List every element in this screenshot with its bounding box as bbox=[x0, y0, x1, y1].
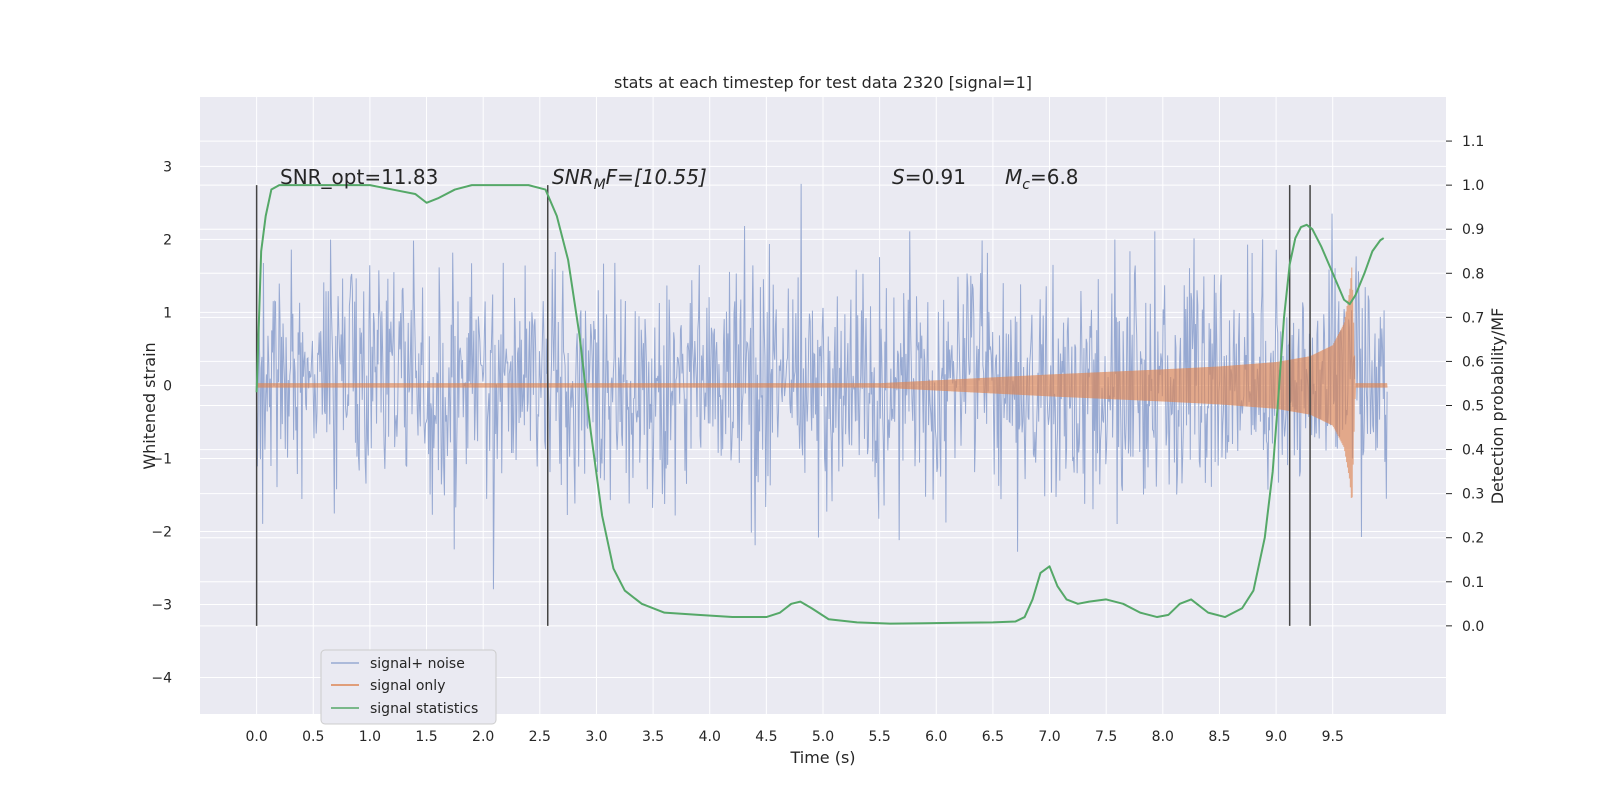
y-tick-label: −1 bbox=[151, 451, 172, 467]
annotation-snr-opt: SNR_opt=11.83 bbox=[280, 165, 438, 189]
y2-axis-label: Detection probability/MF bbox=[1488, 308, 1507, 505]
x-tick-label: 4.0 bbox=[699, 729, 721, 745]
y-tick-label: −3 bbox=[151, 597, 172, 613]
mc-label: M bbox=[1005, 165, 1022, 189]
chart-title: stats at each timestep for test data 232… bbox=[614, 73, 1032, 92]
x-tick-label: 9.0 bbox=[1265, 729, 1287, 745]
y2-tick-label: 0.9 bbox=[1462, 222, 1484, 238]
legend-box bbox=[320, 649, 497, 725]
y2-tick-label: 0.6 bbox=[1462, 354, 1484, 370]
x-tick-label: 1.5 bbox=[415, 729, 437, 745]
x-tick-label: 5.5 bbox=[869, 729, 891, 745]
y-tick-label: 3 bbox=[163, 159, 172, 175]
x-tick-label: 7.5 bbox=[1095, 729, 1117, 745]
y2-tick-label: 0.5 bbox=[1462, 399, 1484, 415]
x-tick-label: 8.0 bbox=[1152, 729, 1174, 745]
x-tick-label: 9.5 bbox=[1322, 729, 1344, 745]
y2-tick-label: 0.3 bbox=[1462, 487, 1484, 503]
y2-tick-label: 0.7 bbox=[1462, 310, 1484, 326]
x-tick-label: 3.5 bbox=[642, 729, 664, 745]
snr-mf-rest: F=[10.55] bbox=[606, 165, 707, 189]
x-axis-label: Time (s) bbox=[789, 748, 855, 767]
y-tick-label: 0 bbox=[163, 378, 172, 394]
s-label: S bbox=[892, 165, 905, 189]
annotation-mc: Mc=6.8 bbox=[1005, 165, 1079, 193]
s-value: =0.91 bbox=[905, 165, 966, 189]
x-tick-label: 1.0 bbox=[359, 729, 381, 745]
stat-layer bbox=[255, 184, 1385, 625]
y2-tick-label: 0.2 bbox=[1462, 531, 1484, 547]
x-tick-label: 4.5 bbox=[755, 729, 777, 745]
mc-subscript: c bbox=[1022, 177, 1030, 193]
x-tick-label: 8.5 bbox=[1208, 729, 1230, 745]
legend-label-statistics: signal statistics bbox=[370, 701, 478, 717]
mc-value: =6.8 bbox=[1030, 165, 1079, 189]
y2-tick-label: 0.8 bbox=[1462, 266, 1484, 282]
signal-layer bbox=[256, 267, 1388, 499]
x-tick-label: 0.5 bbox=[302, 729, 324, 745]
y2-tick-label: 1.0 bbox=[1462, 178, 1484, 194]
x-tick-label: 3.0 bbox=[585, 729, 607, 745]
y-tick-label: −2 bbox=[151, 524, 172, 540]
snr-mf-base: SNR bbox=[552, 165, 594, 189]
y2-tick-label: 1.1 bbox=[1462, 134, 1484, 150]
series-signal-statistics bbox=[255, 184, 1385, 625]
y-axis-label: Whitened strain bbox=[140, 342, 159, 469]
x-tick-label: 6.0 bbox=[925, 729, 947, 745]
y-tick-label: 1 bbox=[163, 305, 172, 321]
y2-tick-label: 0.4 bbox=[1462, 443, 1484, 459]
x-tick-label: 6.5 bbox=[982, 729, 1004, 745]
y2-tick-label: 0.0 bbox=[1462, 619, 1484, 635]
y2-tick-labels: 1.1 1.0 0.9 0.8 0.7 0.6 0.5 0.4 0.3 0.2 0.1 0.0 bbox=[1446, 134, 1484, 635]
x-tick-label: 0.0 bbox=[246, 729, 268, 745]
x-tick-label: 7.0 bbox=[1038, 729, 1060, 745]
x-tick-label: 5.0 bbox=[812, 729, 834, 745]
snr-mf-subscript: M bbox=[594, 177, 606, 193]
x-tick-labels: 0.0 0.5 1.0 1.5 2.0 2.5 3.0 3.5 4.0 4.5 5.0 5.5 6.0 6… bbox=[246, 729, 1344, 745]
series-signal-only bbox=[256, 267, 1388, 499]
x-tick-label: 2.0 bbox=[472, 729, 494, 745]
legend-label-signal: signal only bbox=[370, 678, 445, 694]
x-tick-label: 2.5 bbox=[529, 729, 551, 745]
annotation-snr-mf: SNRMF=[10.55] bbox=[552, 165, 707, 193]
legend: signal+ noise signal only signal statist… bbox=[320, 649, 497, 725]
y-tick-label: −4 bbox=[151, 670, 172, 686]
y-tick-label: 2 bbox=[163, 232, 172, 248]
y2-tick-label: 0.1 bbox=[1462, 575, 1484, 591]
annotation-s: S=0.91 bbox=[892, 165, 966, 189]
legend-label-noise: signal+ noise bbox=[370, 656, 465, 672]
vline-layer bbox=[255, 185, 1311, 626]
y-tick-labels: 3 2 1 0 −1 −2 −3 −4 bbox=[151, 159, 172, 686]
